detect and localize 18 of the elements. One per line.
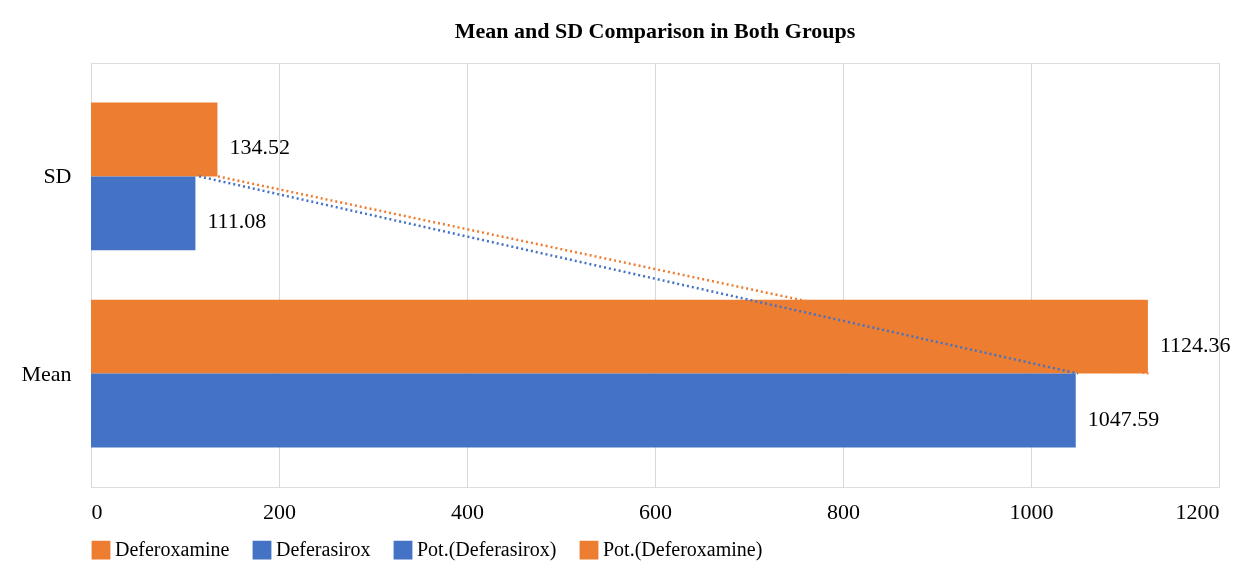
data-label: 1124.36 (1159, 331, 1231, 357)
data-label: 111.08 (207, 208, 267, 234)
x-tick-label: 0 (91, 498, 103, 524)
x-tick-label: 1200 (1175, 498, 1220, 524)
legend-label: Pot.(Deferoxamine) (603, 538, 763, 562)
legend-label: Deferoxamine (115, 538, 230, 561)
x-tick-label: 200 (263, 498, 296, 524)
legend-label: Deferasirox (276, 538, 371, 561)
chart-title: Mean and SD Comparison in Both Groups (454, 18, 856, 43)
legend-label: Pot.(Deferasirox) (417, 538, 557, 562)
data-label: 1047.59 (1087, 405, 1160, 431)
y-tick-label: SD (43, 163, 72, 189)
x-tick-label: 800 (827, 498, 860, 524)
x-tick-label: 1000 (1009, 498, 1054, 524)
y-tick-label: Mean (21, 360, 72, 386)
x-tick-label: 600 (639, 498, 672, 524)
x-tick-label: 400 (451, 498, 484, 524)
data-label: 134.52 (229, 134, 290, 160)
